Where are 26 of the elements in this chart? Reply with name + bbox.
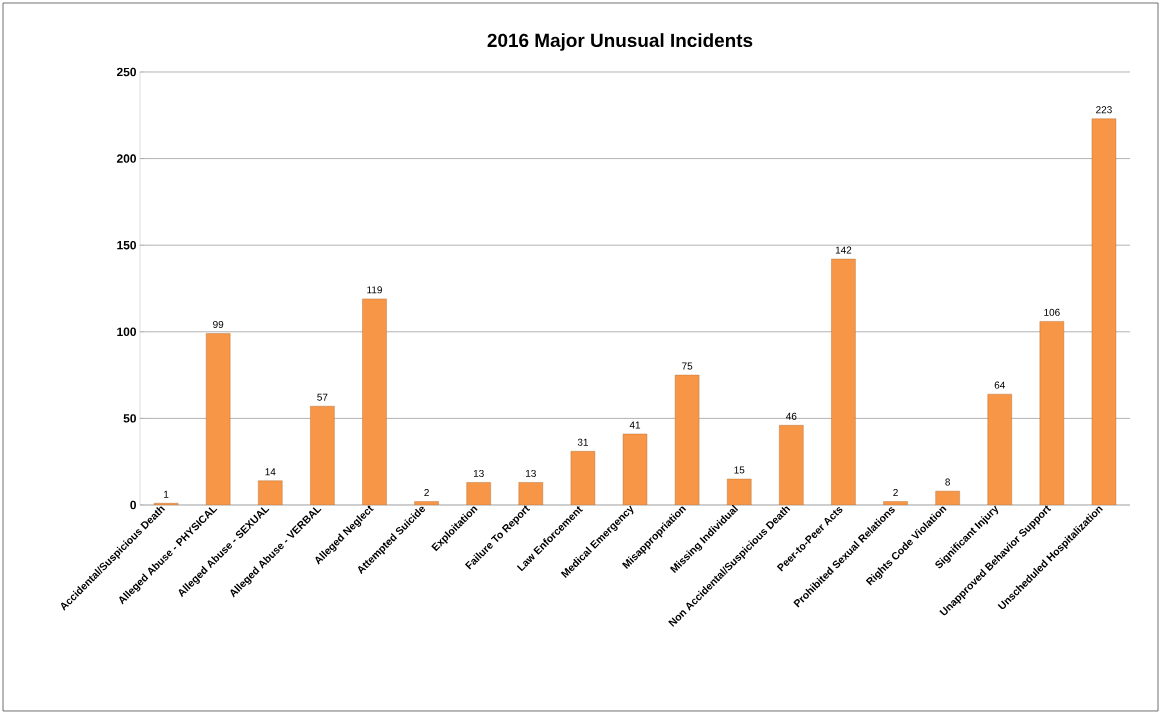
data-label: 13 xyxy=(526,469,536,477)
data-label: 106 xyxy=(1044,308,1060,316)
y-tick-label: 150 xyxy=(117,240,136,250)
data-label: 13 xyxy=(473,469,484,477)
data-label: 64 xyxy=(994,381,1005,389)
data-label: 223 xyxy=(1096,106,1112,114)
chart-title: 2016 Major Unusual Incidents xyxy=(487,33,753,51)
data-label: 1 xyxy=(164,490,169,498)
data-label: 14 xyxy=(265,468,276,476)
data-label: 31 xyxy=(577,438,588,446)
data-label: 46 xyxy=(786,412,797,420)
data-label: 75 xyxy=(682,362,693,370)
data-label: 57 xyxy=(317,393,328,401)
y-tick-label: 250 xyxy=(116,67,136,77)
y-tick-label: 200 xyxy=(116,154,136,163)
data-label: 8 xyxy=(945,478,950,486)
y-tick-label: 100 xyxy=(117,327,136,337)
data-label: 15 xyxy=(734,466,745,474)
data-label: 2 xyxy=(893,489,898,496)
data-label: 2 xyxy=(424,489,429,496)
y-tick-label: 0 xyxy=(130,500,136,510)
data-label: 41 xyxy=(629,421,641,429)
data-label: 119 xyxy=(367,286,382,294)
data-label: 99 xyxy=(213,320,224,328)
data-label: 142 xyxy=(835,246,852,254)
y-tick-label: 50 xyxy=(123,414,136,423)
